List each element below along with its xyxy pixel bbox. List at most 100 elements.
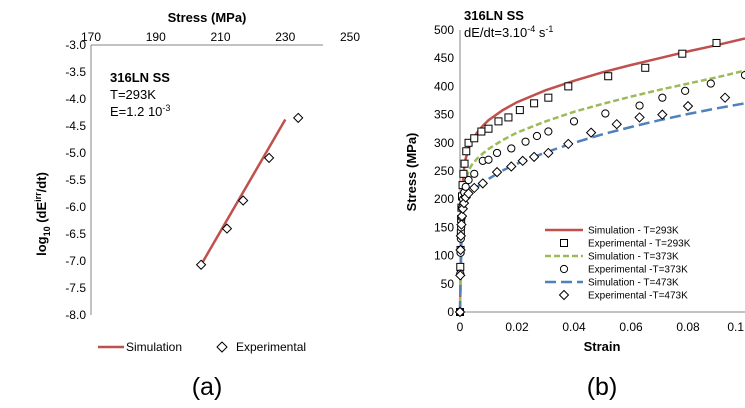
panel-a-y-tick-label: -5.5 xyxy=(65,173,86,187)
panel-b-y-tick-labels: 0 50 100 150 200 250 300 350 400 450 500 xyxy=(434,23,454,319)
panel-b-exp-293k-point xyxy=(564,82,573,91)
panel-b-exp-473k-point xyxy=(455,230,467,242)
panel-b-exp-473k-point xyxy=(611,118,622,130)
panel-b-y-tick-label: 200 xyxy=(434,192,454,206)
panel-b-x-tick-label: 0.08 xyxy=(676,320,700,334)
panel-b-exp-373k-point xyxy=(569,117,579,126)
panel-b-y-tick-label: 400 xyxy=(434,79,454,93)
panel-a-y-tick-label: -5.0 xyxy=(65,146,86,160)
panel-b-label: (b) xyxy=(587,373,618,401)
panel-b-exp-373k-point xyxy=(544,127,553,136)
panel-a-annotation-temperature: T=293K xyxy=(110,87,156,102)
panel-b-exp-293k-point xyxy=(464,138,473,147)
panel-b-legend-exp-473k-label: Experimental -T=473K xyxy=(588,291,688,302)
panel-b-exp-473k-point xyxy=(477,178,489,189)
panel-a-experimental-point xyxy=(292,112,304,124)
panel-b-exp-473k-point xyxy=(455,270,466,281)
panel-b-exp-473k-point xyxy=(469,182,480,194)
panel-b-legend-exp-373k-swatch xyxy=(559,264,569,274)
panel-b-exp-293k-point xyxy=(678,49,687,58)
panel-b-exp-473k-point xyxy=(456,219,467,230)
panel-a-x-tick-label: 170 xyxy=(81,30,101,44)
panel-a-experimental-point xyxy=(237,195,249,206)
panel-b-x-tick-label: 0.02 xyxy=(505,320,529,334)
panel-b-chart: 316LN SS dE/dt=3.10-4 s-1 Stress (MPa) S… xyxy=(404,8,745,401)
panel-b-exp-293k-point xyxy=(459,169,468,178)
panel-b-exp-293k-point xyxy=(462,147,471,156)
panel-a-x-tick-label: 190 xyxy=(146,30,166,44)
panel-a-y-tick-label: -4.0 xyxy=(65,92,86,106)
panel-a-legend-simulation-label: Simulation xyxy=(126,340,182,354)
panel-b-exp-473k-point xyxy=(682,100,694,112)
panel-b-exp-293k-point xyxy=(544,93,553,102)
panel-a-legend-experimental-label: Experimental xyxy=(236,340,306,354)
panel-a-experimental-point xyxy=(221,223,233,234)
panel-a-simulation-line xyxy=(200,118,287,266)
panel-a-x-tick-label: 230 xyxy=(275,30,295,44)
panel-b-exp-373k-point xyxy=(464,175,473,185)
panel-b-plot-area xyxy=(454,37,745,318)
panel-b-exp-373k-point xyxy=(532,131,542,141)
panel-a-annotation-strain-rate: E=1.2 10-3 xyxy=(110,103,170,119)
panel-a-y-tick-label: -7.5 xyxy=(65,281,86,295)
panel-a-plot-area xyxy=(195,112,304,270)
panel-b-exp-293k-point xyxy=(712,38,721,47)
panel-b-exp-473k-point xyxy=(719,92,731,103)
panel-b-y-tick-label: 150 xyxy=(434,220,454,234)
panel-b-exp-293k-point xyxy=(484,124,493,133)
panel-b-exp-293k-point xyxy=(504,113,513,122)
panel-b-exp-473k-point xyxy=(563,138,574,150)
panel-b-exp-373k-point xyxy=(635,101,644,110)
panel-b-exp-373k-point xyxy=(601,109,610,118)
panel-b-x-tick-labels: 0 0.02 0.04 0.06 0.08 0.1 xyxy=(457,320,745,334)
panel-a-experimental-point xyxy=(195,259,207,270)
panel-b-x-tick-label: 0 xyxy=(457,320,464,334)
panel-b-exp-373k-point xyxy=(470,169,479,178)
panel-b-exp-373k-point xyxy=(507,144,516,153)
panel-b-exp-293k-point xyxy=(477,127,486,136)
panel-b-y-tick-label: 350 xyxy=(434,108,454,122)
panel-b-exp-293k-point xyxy=(460,159,469,168)
panel-b-exp-473k-point xyxy=(543,147,554,159)
panel-b-y-tick-label: 250 xyxy=(434,164,454,178)
panel-b-legend-exp-293k-swatch xyxy=(560,239,568,247)
panel-b-exp-473k-point xyxy=(456,210,468,222)
panel-b-annotation-material: 316LN SS xyxy=(464,8,524,23)
panel-b-legend-sim-373k-label: Simulation - T=373K xyxy=(588,252,679,263)
panel-b-exp-473k-point xyxy=(528,151,540,163)
panel-b-legend: Simulation - T=293K Experimental - T=293K… xyxy=(545,226,691,302)
panel-a-x-axis-title: Stress (MPa) xyxy=(168,10,247,25)
panel-b-legend-sim-473k-label: Simulation - T=473K xyxy=(588,278,679,289)
panel-a-legend: Simulation Experimental xyxy=(98,340,306,354)
panel-b-exp-373k-point xyxy=(492,148,502,158)
panel-b-exp-293k-point xyxy=(604,72,613,81)
panel-b-exp-473k-point xyxy=(506,161,517,172)
panel-b-exp-373k-point xyxy=(706,79,715,88)
panel-b-exp-473k-point xyxy=(455,244,466,256)
panel-a-x-tick-labels: 170 190 210 230 250 xyxy=(81,30,360,44)
panel-b-exp-473k-point xyxy=(657,109,668,120)
panel-b-y-tick-label: 100 xyxy=(434,249,454,263)
panel-a-y-tick-label: -8.0 xyxy=(65,308,86,322)
panel-b-y-tick-label: 500 xyxy=(434,23,454,37)
panel-b-exp-473k-point xyxy=(517,155,528,167)
panel-a-experimental-point xyxy=(263,152,275,164)
panel-a-legend-experimental-swatch xyxy=(216,341,228,353)
panel-b-exp-473k-point xyxy=(585,127,597,138)
panel-a-annotation-material: 316LN SS xyxy=(110,70,170,85)
panel-b-exp-373k-point xyxy=(681,86,690,96)
panel-a-y-tick-label: -6.0 xyxy=(65,200,86,214)
panel-b-exp-473k-point xyxy=(634,112,645,123)
panel-b-legend-sim-293k-label: Simulation - T=293K xyxy=(588,226,679,237)
panel-b-legend-exp-373k-label: Experimental -T=373K xyxy=(588,265,688,276)
panel-b-exp-473k-point xyxy=(463,188,474,199)
panel-b-exp-373k-point xyxy=(658,93,667,102)
panel-b-exp-373k-point xyxy=(740,71,745,80)
panel-b-exp-473k-point xyxy=(491,166,503,178)
panel-b-y-tick-label: 0 xyxy=(447,305,454,319)
panel-a-y-tick-label: -3.5 xyxy=(65,65,86,79)
panel-b-exp-293k-point xyxy=(515,106,524,115)
panel-a-x-tick-label: 250 xyxy=(340,30,360,44)
panel-a-y-tick-label: -7.0 xyxy=(65,254,86,268)
